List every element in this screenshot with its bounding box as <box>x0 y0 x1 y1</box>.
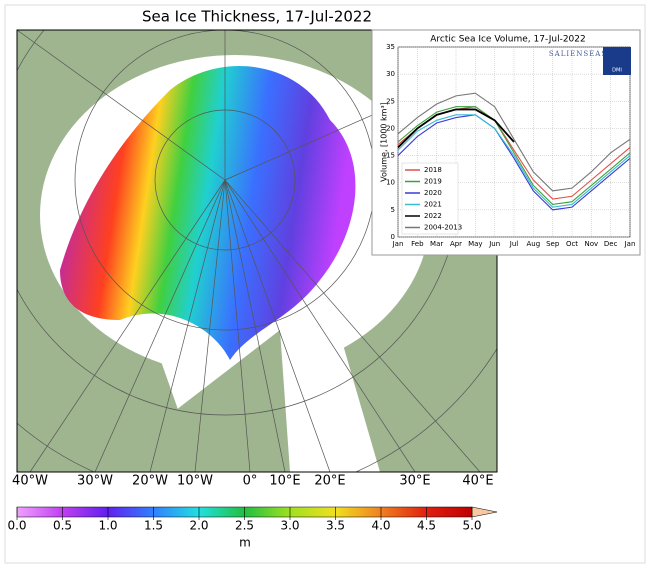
map <box>17 30 497 472</box>
x-tick-label: May <box>468 240 482 248</box>
lon-label: 0° <box>243 474 258 489</box>
x-tick-label: Apr <box>450 240 462 248</box>
x-tick-label: Jul <box>509 240 519 248</box>
x-tick-label: Mar <box>430 240 443 248</box>
y-tick-label: 20 <box>386 124 395 132</box>
colorbar-tick-label: 4.0 <box>371 519 390 533</box>
legend-label: 2021 <box>424 201 442 209</box>
series-line <box>397 114 631 211</box>
colorbar-tick-label: 2.5 <box>235 519 254 533</box>
series-line <box>397 106 631 206</box>
inset-title: Arctic Sea Ice Volume, 17-Jul-2022 <box>430 35 585 45</box>
x-tick-label: Sep <box>546 240 560 248</box>
y-tick-label: 30 <box>386 70 395 78</box>
x-tick-label: Nov <box>584 240 598 248</box>
lon-label: 10°W <box>177 474 213 489</box>
series-line <box>397 108 515 149</box>
x-tick-label: Jun <box>488 240 500 248</box>
colorbar-tick-label: 1.0 <box>98 519 117 533</box>
legend-label: 2019 <box>424 178 442 186</box>
colorbar-tick-label: 0.0 <box>7 519 26 533</box>
legend-label: 2018 <box>424 166 442 174</box>
logo-text: DMI <box>612 68 622 74</box>
logo-text: SALIENSEAS <box>549 50 607 58</box>
sea-ice <box>60 66 356 360</box>
colorbar-tick-label: 3.0 <box>280 519 299 533</box>
x-tick-label: Oct <box>566 240 578 248</box>
legend-label: 2004-2013 <box>424 224 462 232</box>
y-tick-label: 10 <box>386 179 395 187</box>
lon-label: 30°E <box>399 474 430 489</box>
colorbar-tick-label: 3.5 <box>326 519 345 533</box>
lon-label: 40°E <box>462 474 493 489</box>
colorbar-label: m <box>239 536 251 550</box>
x-tick-label: Jan <box>624 240 636 248</box>
y-tick-label: 0 <box>391 233 395 241</box>
legend <box>401 162 459 235</box>
lon-label: 20°E <box>314 474 345 489</box>
lon-label: 30°W <box>77 474 113 489</box>
x-tick-label: Jan <box>392 240 404 248</box>
colorbar-tick-label: 2.0 <box>189 519 208 533</box>
legend-label: 2020 <box>424 189 442 197</box>
y-tick-label: 15 <box>386 152 395 160</box>
series-line <box>397 92 631 192</box>
lon-label: 10°E <box>269 474 300 489</box>
y-tick-label: 35 <box>386 43 395 51</box>
colorbar-tick-label: 5.0 <box>462 519 481 533</box>
legend-label: 2022 <box>424 212 442 220</box>
x-tick-label: Aug <box>526 240 540 248</box>
y-axis-label: Volume, [1000 km³] <box>380 102 389 182</box>
x-tick-label: Feb <box>411 240 424 248</box>
colorbar-tick-label: 1.5 <box>144 519 163 533</box>
y-tick-label: 5 <box>391 206 395 214</box>
y-tick-label: 25 <box>386 97 395 105</box>
land <box>150 330 290 472</box>
colorbar-tick-label: 4.5 <box>417 519 436 533</box>
map-title: Sea Ice Thickness, 17-Jul-2022 <box>142 8 372 26</box>
x-tick-label: Dec <box>604 240 618 248</box>
series-line <box>397 114 631 208</box>
lon-label: 40°W <box>12 474 48 489</box>
lon-label: 20°W <box>132 474 168 489</box>
logo <box>603 47 631 75</box>
colorbar-tick-label: 0.5 <box>53 519 72 533</box>
